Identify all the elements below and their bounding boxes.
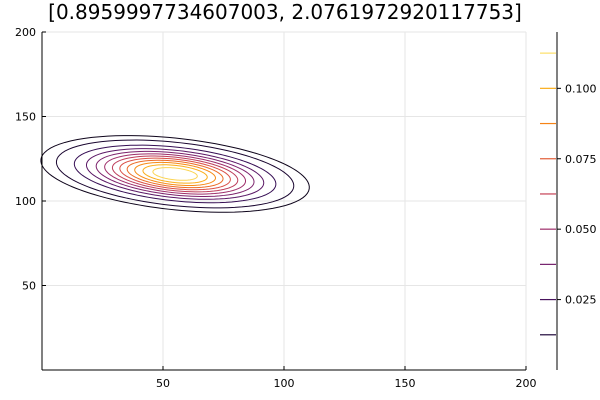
contour-line [40,135,310,213]
contour-line [152,167,198,181]
colorbar-tick-label: 0.100 [565,82,597,95]
y-tick-label: 100 [15,195,36,208]
contour-line [119,157,231,191]
chart-title: [0.8959997734607003, 2.0761972920117753] [48,0,522,24]
grid [42,31,527,370]
contour-lines [40,135,310,213]
x-tick-label: 150 [395,377,416,390]
y-tick-label: 50 [22,280,36,293]
contour-line [134,161,216,186]
colorbar: 0.025 0.050 0.075 0.100 [540,32,597,370]
contour-line [55,139,295,209]
contour-line [142,164,208,184]
colorbar-tick-label: 0.025 [565,294,597,307]
x-ticks: 50 100 150 200 [156,366,537,390]
x-tick-label: 100 [274,377,295,390]
x-tick-label: 50 [156,377,170,390]
y-tick-label: 200 [15,26,36,39]
x-tick-label: 200 [516,377,537,390]
y-tick-label: 150 [15,111,36,124]
colorbar-tick-label: 0.050 [565,223,597,236]
contour-line [111,155,239,193]
contour-line [73,144,277,204]
contour-line [104,153,247,195]
contour-line [126,159,224,189]
y-ticks: 50 100 150 200 [15,26,46,293]
contour-line [85,148,265,200]
colorbar-tick-label: 0.075 [565,153,597,166]
contour-line [95,150,255,198]
